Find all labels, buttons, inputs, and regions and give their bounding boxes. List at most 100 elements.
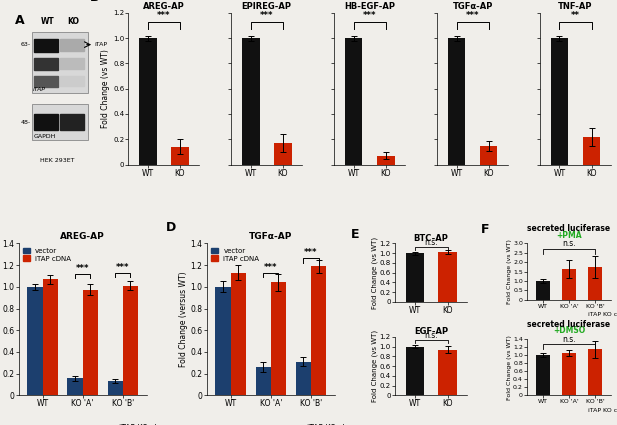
Bar bbox=[255, 367, 271, 395]
Bar bbox=[60, 114, 84, 130]
Bar bbox=[377, 156, 394, 164]
Bar bbox=[439, 252, 457, 302]
Text: ***: *** bbox=[363, 11, 376, 20]
Point bbox=[564, 300, 571, 306]
Text: WT: WT bbox=[41, 17, 54, 26]
Bar bbox=[274, 143, 292, 164]
Text: +DMSO: +DMSO bbox=[553, 326, 585, 335]
Text: ***: *** bbox=[466, 11, 479, 20]
Y-axis label: Fold Change (versus WT): Fold Change (versus WT) bbox=[178, 272, 188, 367]
Text: HEK 293ET: HEK 293ET bbox=[40, 158, 75, 163]
Text: F: F bbox=[481, 224, 490, 236]
Text: n.s.: n.s. bbox=[424, 238, 438, 246]
Bar bbox=[296, 362, 311, 395]
Y-axis label: Fold Change (vs WT): Fold Change (vs WT) bbox=[371, 237, 378, 309]
Bar bbox=[215, 287, 231, 395]
Text: ***: *** bbox=[157, 11, 170, 20]
Bar bbox=[33, 32, 88, 93]
Text: ***: *** bbox=[304, 248, 318, 257]
Title: EGF-AP: EGF-AP bbox=[414, 327, 448, 336]
Bar bbox=[171, 147, 189, 164]
Title: TGFα-AP: TGFα-AP bbox=[452, 2, 493, 11]
Title: secreted luciferase: secreted luciferase bbox=[528, 224, 611, 233]
Text: iTAP: iTAP bbox=[33, 87, 46, 92]
Text: **: ** bbox=[571, 11, 580, 20]
Text: KO: KO bbox=[67, 17, 80, 26]
Y-axis label: Fold Change (vs WT): Fold Change (vs WT) bbox=[507, 335, 511, 400]
Text: ***: *** bbox=[76, 264, 89, 273]
Point bbox=[544, 300, 551, 306]
Bar bbox=[536, 355, 550, 395]
Y-axis label: Fold Change (vs WT): Fold Change (vs WT) bbox=[371, 330, 378, 402]
Bar bbox=[107, 381, 123, 395]
Legend: vector, iTAP cDNA: vector, iTAP cDNA bbox=[210, 247, 260, 262]
Bar bbox=[67, 378, 83, 395]
Point bbox=[544, 400, 551, 405]
Bar bbox=[550, 38, 568, 164]
Bar bbox=[405, 253, 424, 302]
Bar bbox=[139, 38, 157, 164]
Bar bbox=[60, 76, 84, 85]
Title: HB-EGF-AP: HB-EGF-AP bbox=[344, 2, 395, 11]
Text: +PMA: +PMA bbox=[556, 231, 582, 240]
Bar bbox=[562, 353, 576, 395]
Text: ***: *** bbox=[264, 263, 278, 272]
Text: iTAP KO clones: iTAP KO clones bbox=[588, 312, 617, 317]
Title: TNF-AP: TNF-AP bbox=[558, 2, 593, 11]
Bar bbox=[60, 39, 84, 51]
Text: n.s.: n.s. bbox=[562, 334, 576, 343]
Bar bbox=[231, 273, 246, 395]
Bar bbox=[34, 76, 57, 87]
Bar bbox=[33, 104, 88, 140]
Legend: vector, iTAP cDNA: vector, iTAP cDNA bbox=[22, 247, 72, 262]
Bar bbox=[588, 349, 602, 395]
Text: iTAP KO clones: iTAP KO clones bbox=[307, 424, 363, 425]
Title: EPIREG-AP: EPIREG-AP bbox=[242, 2, 292, 11]
Bar bbox=[83, 289, 98, 395]
Bar bbox=[448, 38, 465, 164]
Bar bbox=[60, 58, 84, 69]
Text: n.s.: n.s. bbox=[562, 239, 576, 248]
Bar bbox=[43, 279, 58, 395]
Title: BTC-AP: BTC-AP bbox=[413, 234, 449, 243]
Bar bbox=[34, 58, 57, 71]
Title: TGFα-AP: TGFα-AP bbox=[249, 232, 292, 241]
Bar bbox=[582, 137, 600, 164]
Text: D: D bbox=[165, 221, 176, 234]
Bar bbox=[562, 269, 576, 300]
Title: AREG-AP: AREG-AP bbox=[60, 232, 105, 241]
Bar bbox=[27, 287, 43, 395]
Text: ***: *** bbox=[260, 11, 273, 20]
Text: iTAP: iTAP bbox=[95, 42, 108, 47]
Point bbox=[232, 410, 239, 415]
Bar bbox=[271, 283, 286, 395]
Text: GAPDH: GAPDH bbox=[33, 134, 56, 139]
Y-axis label: Fold Change (vs WT): Fold Change (vs WT) bbox=[101, 49, 110, 128]
Bar bbox=[345, 38, 362, 164]
Text: iTAP KO clones: iTAP KO clones bbox=[588, 408, 617, 413]
Text: n.s.: n.s. bbox=[424, 331, 438, 340]
Point bbox=[44, 410, 51, 415]
Bar bbox=[34, 114, 57, 130]
Bar bbox=[536, 281, 550, 300]
Title: AREG-AP: AREG-AP bbox=[143, 2, 184, 11]
Text: 63-: 63- bbox=[21, 42, 31, 47]
Bar bbox=[405, 347, 424, 395]
Bar bbox=[242, 38, 260, 164]
Bar bbox=[439, 349, 457, 395]
Text: iTAP KO clones: iTAP KO clones bbox=[119, 424, 175, 425]
Bar bbox=[34, 39, 57, 52]
Bar bbox=[123, 286, 138, 395]
Text: ***: *** bbox=[116, 263, 130, 272]
Bar bbox=[311, 266, 326, 395]
Point bbox=[265, 410, 273, 415]
Text: B: B bbox=[89, 0, 99, 3]
Bar bbox=[480, 145, 497, 164]
Y-axis label: Fold Change (vs WT): Fold Change (vs WT) bbox=[507, 239, 511, 304]
Text: A: A bbox=[15, 14, 24, 27]
Text: E: E bbox=[351, 228, 360, 241]
Title: secreted luciferase: secreted luciferase bbox=[528, 320, 611, 329]
Bar bbox=[588, 267, 602, 300]
Point bbox=[77, 410, 85, 415]
Point bbox=[564, 400, 571, 405]
